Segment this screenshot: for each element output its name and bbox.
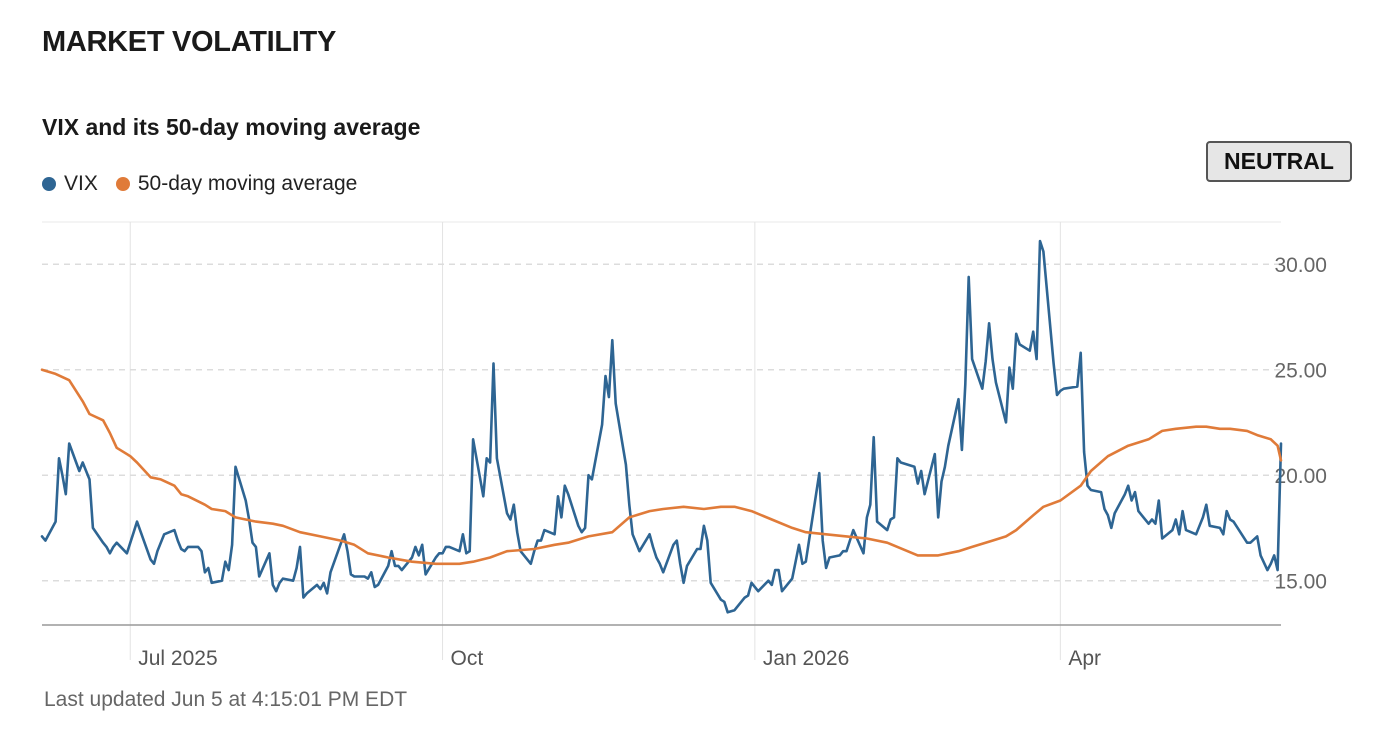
moving-average-series-line	[40, 368, 1283, 566]
legend-label-moving-average: 50-day moving average	[137, 172, 358, 195]
x-tick-label: Oct	[451, 647, 484, 670]
chart-title: VIX and its 50-day moving average	[42, 114, 421, 140]
vix-series-line	[40, 239, 1283, 614]
legend-item-vix: VIX	[42, 172, 98, 196]
legend-dot-moving-average	[115, 177, 130, 191]
x-tick-label: Jul 2025	[138, 647, 217, 670]
x-tick-label: Apr	[1068, 647, 1101, 670]
legend-dot-vix	[42, 177, 56, 191]
vix-line-chart: Jul 2025 Oct Jan 2026 Apr 15.00 20.00 25.00 30.…	[40, 221, 1327, 670]
y-tick-label: 15.00	[1274, 571, 1327, 594]
page-title: MARKET VOLATILITY	[42, 26, 337, 58]
legend-label-vix: VIX	[64, 172, 98, 195]
chart-legend: VIX 50-day moving average	[42, 172, 375, 196]
y-tick-label: 25.00	[1274, 360, 1327, 383]
y-tick-label: 30.00	[1274, 254, 1327, 277]
sentiment-badge: NEUTRAL	[1206, 141, 1352, 182]
y-tick-label: 20.00	[1274, 465, 1327, 488]
x-tick-label: Jan 2026	[763, 647, 849, 670]
last-updated-text: Last updated Jun 5 at 4:15:01 PM EDT	[44, 688, 408, 711]
legend-item-moving-average: 50-day moving average	[115, 172, 358, 196]
